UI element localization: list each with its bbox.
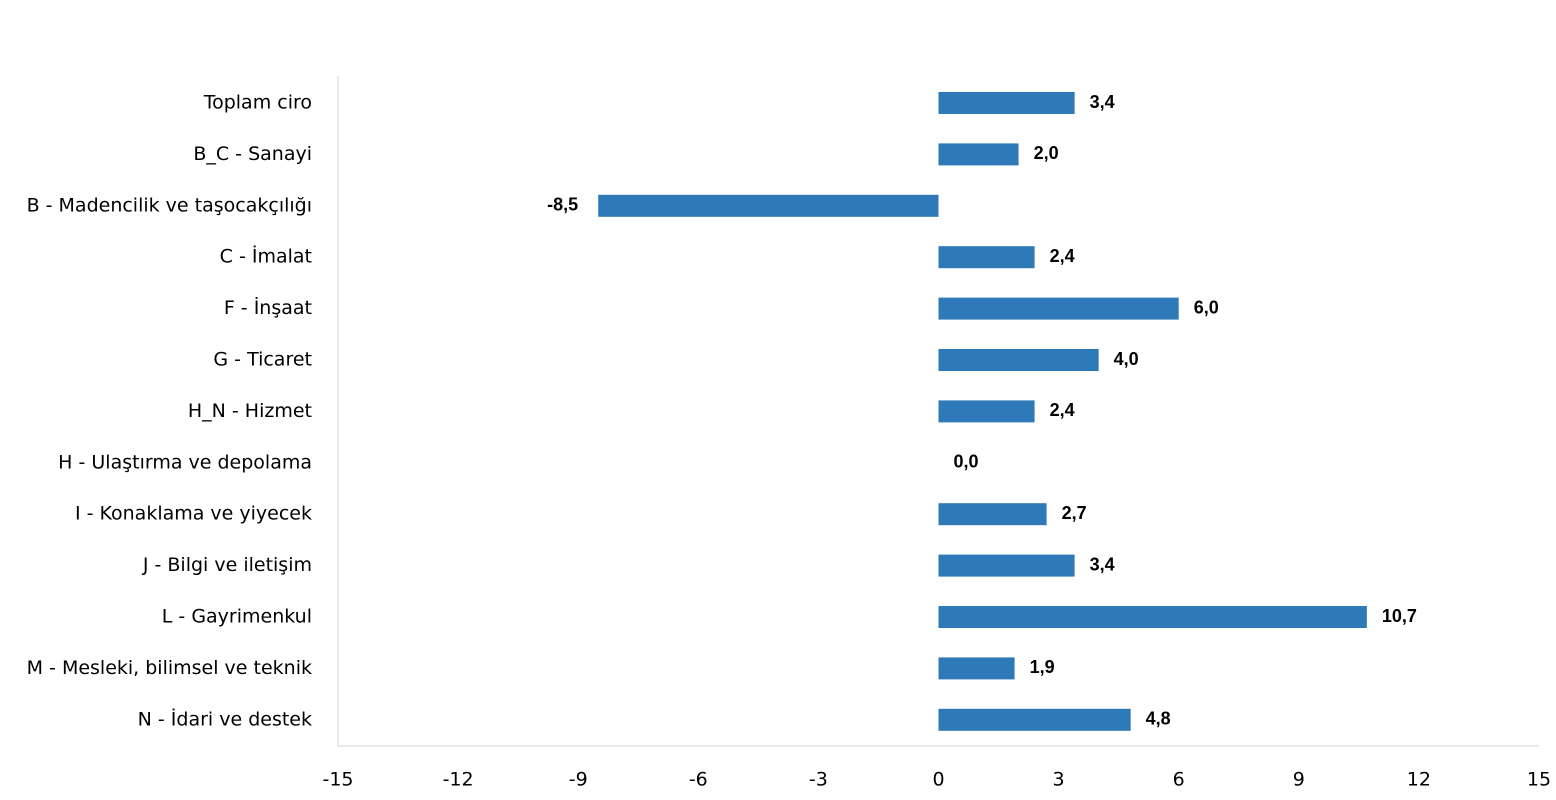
bar	[938, 657, 1015, 680]
data-label: 10,7	[1382, 606, 1417, 626]
data-label: 2,0	[1034, 143, 1059, 163]
data-label: 2,4	[1050, 246, 1075, 266]
x-tick-label: 6	[1173, 769, 1185, 791]
category-label: B_C - Sanayi	[193, 143, 312, 165]
category-label: C - İmalat	[220, 245, 312, 268]
x-tick-labels: -15 -12 -9 -6 -3 0 3 6 9 12 15	[322, 769, 1551, 791]
bars	[598, 92, 1367, 731]
bar	[938, 246, 1035, 269]
data-label: 2,4	[1050, 400, 1075, 420]
data-labels: 3,4 2,0 -8,5 2,4 6,0 4,0 2,4 0,0 2,7 3,4 10,7 1,9 4,…	[547, 92, 1417, 729]
category-label: G - Ticaret	[213, 349, 312, 371]
category-labels: Toplam ciro B_C - Sanayi B - Madencilik ve…	[27, 92, 312, 731]
x-tick-label: 9	[1293, 769, 1305, 791]
data-label: -8,5	[547, 195, 578, 215]
x-tick-label: 15	[1527, 769, 1551, 791]
category-label: N - İdari ve destek	[138, 707, 312, 730]
bar	[938, 606, 1367, 628]
data-label: 0,0	[954, 452, 979, 472]
category-label: H - Ulaştırma ve depolama	[58, 451, 312, 473]
bar	[938, 503, 1047, 526]
bar	[938, 143, 1019, 166]
category-label: H_N - Hizmet	[188, 400, 312, 422]
data-label: 4,8	[1146, 709, 1171, 729]
data-label: 3,4	[1090, 92, 1115, 112]
bar	[938, 708, 1131, 731]
category-label: F - İnşaat	[224, 296, 312, 319]
category-label: B - Madencilik ve taşocakçılığı	[27, 194, 312, 216]
data-label: 1,9	[1030, 657, 1055, 677]
data-label: 6,0	[1194, 297, 1219, 317]
x-tick-label: 3	[1053, 769, 1065, 791]
category-label: Toplam ciro	[203, 92, 312, 114]
bar	[938, 554, 1075, 577]
bar	[938, 400, 1035, 423]
x-tick-label: -9	[569, 769, 588, 791]
x-tick-label: -3	[809, 769, 828, 791]
data-label: 3,4	[1090, 554, 1115, 574]
x-tick-label: -12	[443, 769, 474, 791]
bar	[598, 194, 939, 217]
x-tick-label: 12	[1407, 769, 1431, 791]
bar	[938, 349, 1099, 371]
x-tick-label: -15	[322, 769, 353, 791]
category-label: M - Mesleki, bilimsel ve teknik	[27, 657, 312, 679]
bar	[938, 297, 1179, 320]
x-tick-label: 0	[932, 769, 944, 791]
x-tick-label: -6	[689, 769, 708, 791]
category-label: L - Gayrimenkul	[162, 606, 312, 628]
category-label: I - Konaklama ve yiyecek	[75, 503, 312, 525]
data-label: 2,7	[1062, 503, 1087, 523]
data-label: 4,0	[1114, 349, 1139, 369]
bar	[938, 92, 1075, 114]
category-label: J - Bilgi ve iletişim	[142, 554, 312, 576]
